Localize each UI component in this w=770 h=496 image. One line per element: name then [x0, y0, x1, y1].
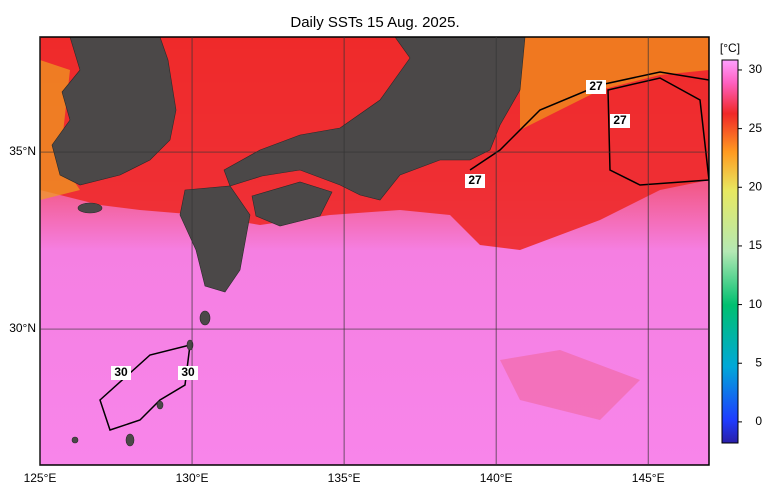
- title: Daily SSTs 15 Aug. 2025.: [290, 14, 459, 31]
- x-tick-label: 140°E: [480, 471, 513, 485]
- colorbar: [721, 59, 739, 444]
- colorbar-tick-label: 10: [749, 297, 763, 311]
- x-tick-label: 125°E: [24, 471, 57, 485]
- cool-coast: [40, 60, 80, 200]
- contour-label-box: [586, 80, 606, 94]
- island: [71, 436, 79, 444]
- colorbar-tick-label: 15: [749, 238, 763, 252]
- y-tick-label: 30°N: [9, 321, 36, 335]
- map-area: [40, 37, 709, 465]
- contour-label: 30: [114, 365, 128, 379]
- island: [199, 310, 211, 326]
- contour-label: 30: [181, 365, 195, 379]
- colorbar-tick-label: 25: [749, 121, 763, 135]
- contour-label-box: [111, 366, 131, 380]
- island: [156, 400, 164, 410]
- x-tick-label: 145°E: [632, 471, 665, 485]
- colorbar-tick-label: 0: [755, 414, 762, 428]
- jeju: [77, 202, 103, 214]
- contour-label: 27: [613, 113, 627, 127]
- contour-label: 27: [589, 79, 603, 93]
- colorbar-unit: [°C]: [720, 41, 740, 55]
- island: [186, 339, 194, 351]
- colorbar-tick-label: 5: [755, 355, 762, 369]
- contour-27: [607, 77, 709, 186]
- x-tick-label: 130°E: [176, 471, 209, 485]
- contour-label-box: [465, 174, 485, 188]
- shikoku: [251, 181, 333, 227]
- colorbar-tick-label: 30: [749, 62, 763, 76]
- island: [125, 433, 135, 447]
- contour-label: 27: [468, 173, 482, 187]
- contour-label-box: [178, 366, 198, 380]
- kyushu: [179, 185, 251, 293]
- warm-patch: [500, 350, 640, 420]
- orange-region: [520, 37, 709, 130]
- honshu: [223, 37, 526, 201]
- colorbar-tick-label: 20: [749, 179, 763, 193]
- x-tick-label: 135°E: [328, 471, 361, 485]
- y-tick-label: 35°N: [9, 144, 36, 158]
- korea: [51, 37, 177, 186]
- contour-30: [99, 344, 191, 431]
- contour-label-box: [610, 114, 630, 128]
- contour-27: [469, 71, 709, 171]
